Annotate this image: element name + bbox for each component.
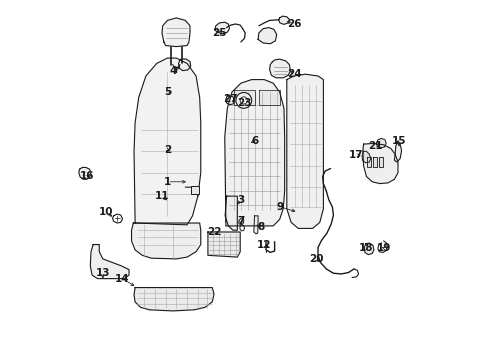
Polygon shape	[90, 244, 129, 279]
Polygon shape	[366, 157, 371, 167]
Text: 10: 10	[99, 207, 113, 217]
Polygon shape	[376, 138, 386, 148]
Polygon shape	[131, 223, 201, 259]
Polygon shape	[258, 28, 276, 44]
Polygon shape	[162, 18, 190, 46]
Text: 7: 7	[237, 216, 244, 226]
Polygon shape	[79, 167, 91, 179]
Text: 2: 2	[163, 144, 171, 154]
Polygon shape	[233, 90, 255, 105]
Polygon shape	[225, 96, 234, 105]
Text: 6: 6	[251, 136, 258, 145]
Polygon shape	[378, 157, 382, 167]
Polygon shape	[258, 90, 280, 105]
Text: 23: 23	[237, 98, 251, 108]
Text: 15: 15	[391, 136, 405, 145]
Polygon shape	[253, 216, 258, 234]
Text: 19: 19	[376, 243, 391, 253]
Text: 24: 24	[287, 69, 302, 79]
Polygon shape	[362, 143, 397, 184]
Polygon shape	[224, 80, 284, 226]
Text: 26: 26	[287, 19, 301, 29]
Polygon shape	[134, 288, 214, 311]
Text: 13: 13	[95, 268, 110, 278]
Circle shape	[235, 93, 251, 108]
Text: 1: 1	[163, 177, 171, 187]
Text: 12: 12	[257, 239, 271, 249]
Text: 21: 21	[367, 141, 382, 151]
Polygon shape	[269, 59, 290, 78]
Text: 18: 18	[359, 243, 373, 253]
Text: 11: 11	[155, 191, 169, 201]
Polygon shape	[394, 141, 401, 162]
Polygon shape	[364, 243, 373, 255]
Text: 8: 8	[257, 222, 264, 231]
Polygon shape	[286, 74, 323, 228]
Text: 25: 25	[212, 28, 226, 38]
Polygon shape	[372, 157, 376, 167]
Polygon shape	[178, 59, 190, 71]
Text: 9: 9	[276, 202, 284, 212]
Text: 27: 27	[223, 94, 237, 104]
Text: 14: 14	[115, 274, 130, 284]
Text: 20: 20	[308, 254, 323, 264]
Text: 22: 22	[206, 227, 221, 237]
Text: 16: 16	[80, 171, 95, 181]
Text: 17: 17	[347, 150, 362, 160]
Polygon shape	[362, 151, 370, 163]
Circle shape	[240, 97, 247, 104]
Polygon shape	[215, 22, 229, 34]
Polygon shape	[207, 232, 240, 257]
Text: 5: 5	[163, 87, 171, 97]
Polygon shape	[278, 16, 289, 24]
Text: 4: 4	[169, 66, 176, 76]
Polygon shape	[134, 58, 201, 225]
Bar	[190, 186, 198, 194]
Text: 3: 3	[237, 195, 244, 205]
Polygon shape	[224, 196, 237, 230]
